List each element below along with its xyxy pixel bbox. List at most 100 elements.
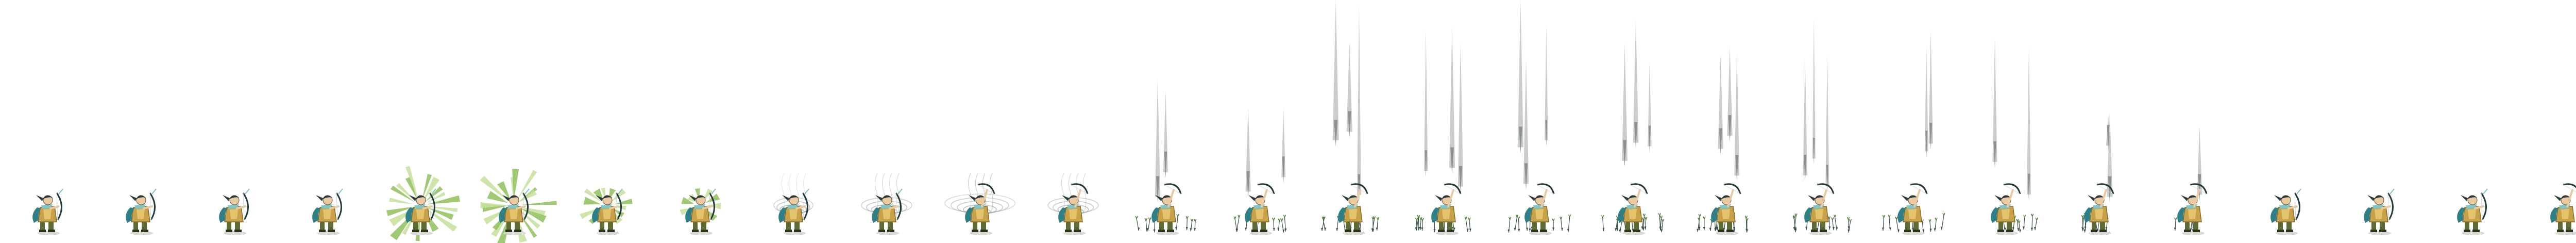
arrow-head: [1703, 227, 1705, 231]
sprite-hair-tail: [1062, 195, 1069, 201]
sprite-leg-back: [693, 222, 698, 232]
falling-arrow-streak-head: [1993, 141, 1996, 168]
sprite-cloak: [778, 207, 787, 223]
sprite-leg-front: [48, 222, 54, 232]
sprite-bowstring: [895, 192, 897, 220]
arrow-fletching: [1515, 214, 1519, 218]
archer-sprite-icon: [2364, 188, 2395, 235]
sprite-armor-plate: [510, 209, 518, 219]
sprite-hair-tail: [2461, 195, 2468, 201]
arrow-head: [1153, 229, 1156, 233]
sprite-bow: [1444, 183, 1462, 195]
green-energy-burst-icon: [391, 185, 416, 203]
arrow-head: [1940, 226, 1943, 230]
arrow-fletching: [1794, 213, 1798, 217]
sprite-boot: [878, 230, 885, 232]
sprite-bow: [2190, 183, 2208, 195]
sprite-boot: [1251, 230, 1258, 232]
sprite-hair-tail: [1528, 195, 1535, 201]
falling-arrow-streak-head: [1648, 125, 1651, 153]
green-energy-burst-icon: [613, 199, 633, 205]
sprite-boot: [1447, 230, 1454, 232]
falling-arrow-streak: [2107, 112, 2113, 197]
arrow-head: [1417, 227, 1420, 231]
arrow-head: [1507, 229, 1510, 233]
falling-arrow-streak: [1992, 38, 1997, 162]
arrow-head: [1453, 228, 1455, 231]
archer-sprite-icon: [1431, 183, 1462, 235]
sprite-boot: [1540, 230, 1547, 232]
arrow-head: [1929, 229, 1932, 232]
sprite-leg-front: [1447, 222, 1452, 232]
sprite-leg-front: [1074, 222, 1079, 232]
sprite-cloak: [1058, 207, 1067, 223]
sprite-leg-back: [2185, 222, 2190, 232]
sprite-leg-front: [701, 222, 706, 232]
arrow-head: [1359, 228, 1361, 231]
sprite-bow: [708, 192, 715, 220]
sprite-bow: [2387, 192, 2394, 220]
archer-sprite-icon: [1897, 183, 1928, 235]
sprite-leg-front: [328, 222, 333, 232]
falling-arrow-streak: [1812, 17, 1816, 159]
arrow-head: [1642, 227, 1645, 231]
arrow-head: [1836, 227, 1838, 231]
sprite-frame: [312, 188, 343, 235]
arrow-head: [2019, 229, 2022, 233]
sprite-hair: [2094, 195, 2105, 199]
sprite-cloak: [2457, 207, 2466, 223]
sprite-armor-plate: [1069, 209, 1077, 219]
falling-arrow-streak-head: [1425, 150, 1427, 177]
sprite-boot: [39, 230, 46, 232]
wind-swirl-icon: [1075, 173, 1079, 212]
sprite-bowstring: [1071, 184, 1088, 195]
sprite-hair-tail: [223, 195, 230, 201]
sprite-bow-tip: [897, 188, 903, 195]
sprite-frame: [1991, 38, 2038, 235]
sprite-hair-tail: [2274, 195, 2281, 201]
sprite-bowstring: [1164, 184, 1181, 195]
arrow-fletching: [1745, 218, 1749, 221]
arrow-head: [1514, 228, 1516, 231]
sprite-hair: [1628, 195, 1638, 199]
green-energy-burst-icon: [426, 192, 446, 203]
archer-sprite-icon: [1524, 183, 1555, 235]
sprite-hair-tail: [1621, 195, 1629, 201]
sprite-boot: [1345, 230, 1351, 232]
sprite-bow: [895, 192, 902, 220]
arrow-head: [1660, 229, 1663, 233]
archer-sprite-icon: [1338, 183, 1368, 235]
sprite-arm: [1167, 189, 1175, 207]
sprite-arm: [1540, 189, 1548, 207]
sprite-boot: [421, 230, 428, 232]
sprite-frame: [1233, 107, 1287, 235]
sprite-arm: [1913, 189, 1921, 207]
archer-sprite-icon: [2270, 188, 2301, 235]
sprite-bowstring: [616, 192, 618, 220]
arrow-head: [1641, 226, 1643, 230]
arrow-fletching: [1698, 214, 1701, 217]
sprite-armor-plate: [2188, 209, 2196, 219]
sprite-bow: [1817, 183, 1835, 195]
sprite-leg-back: [2278, 222, 2283, 232]
sprite-bow: [977, 183, 995, 195]
sprite-frame: [2457, 188, 2488, 235]
sprite-leg-back: [2371, 222, 2376, 232]
archer-sprite-icon: [2550, 183, 2576, 235]
wind-swirl-icon: [889, 173, 893, 212]
falling-arrow-streak-head: [1735, 155, 1739, 182]
sprite-frame: [219, 188, 250, 235]
arrow-fletching: [1280, 218, 1283, 221]
falling-arrow-streak-head: [1519, 126, 1522, 154]
falling-arrow-streak-head: [1156, 176, 1160, 203]
wind-swirl-icon: [989, 173, 993, 212]
sprite-armor-plate: [883, 209, 891, 219]
sprite-bowstring: [522, 192, 524, 220]
arrow-head: [1190, 228, 1192, 232]
arrow-head: [1419, 226, 1421, 230]
falling-arrow-streak-head: [1634, 122, 1638, 149]
sprite-leg-back: [40, 222, 45, 232]
sprite-leg-front: [515, 222, 520, 232]
falling-arrow-streak-head: [1925, 131, 1928, 158]
arrow-fletching: [1283, 215, 1286, 218]
